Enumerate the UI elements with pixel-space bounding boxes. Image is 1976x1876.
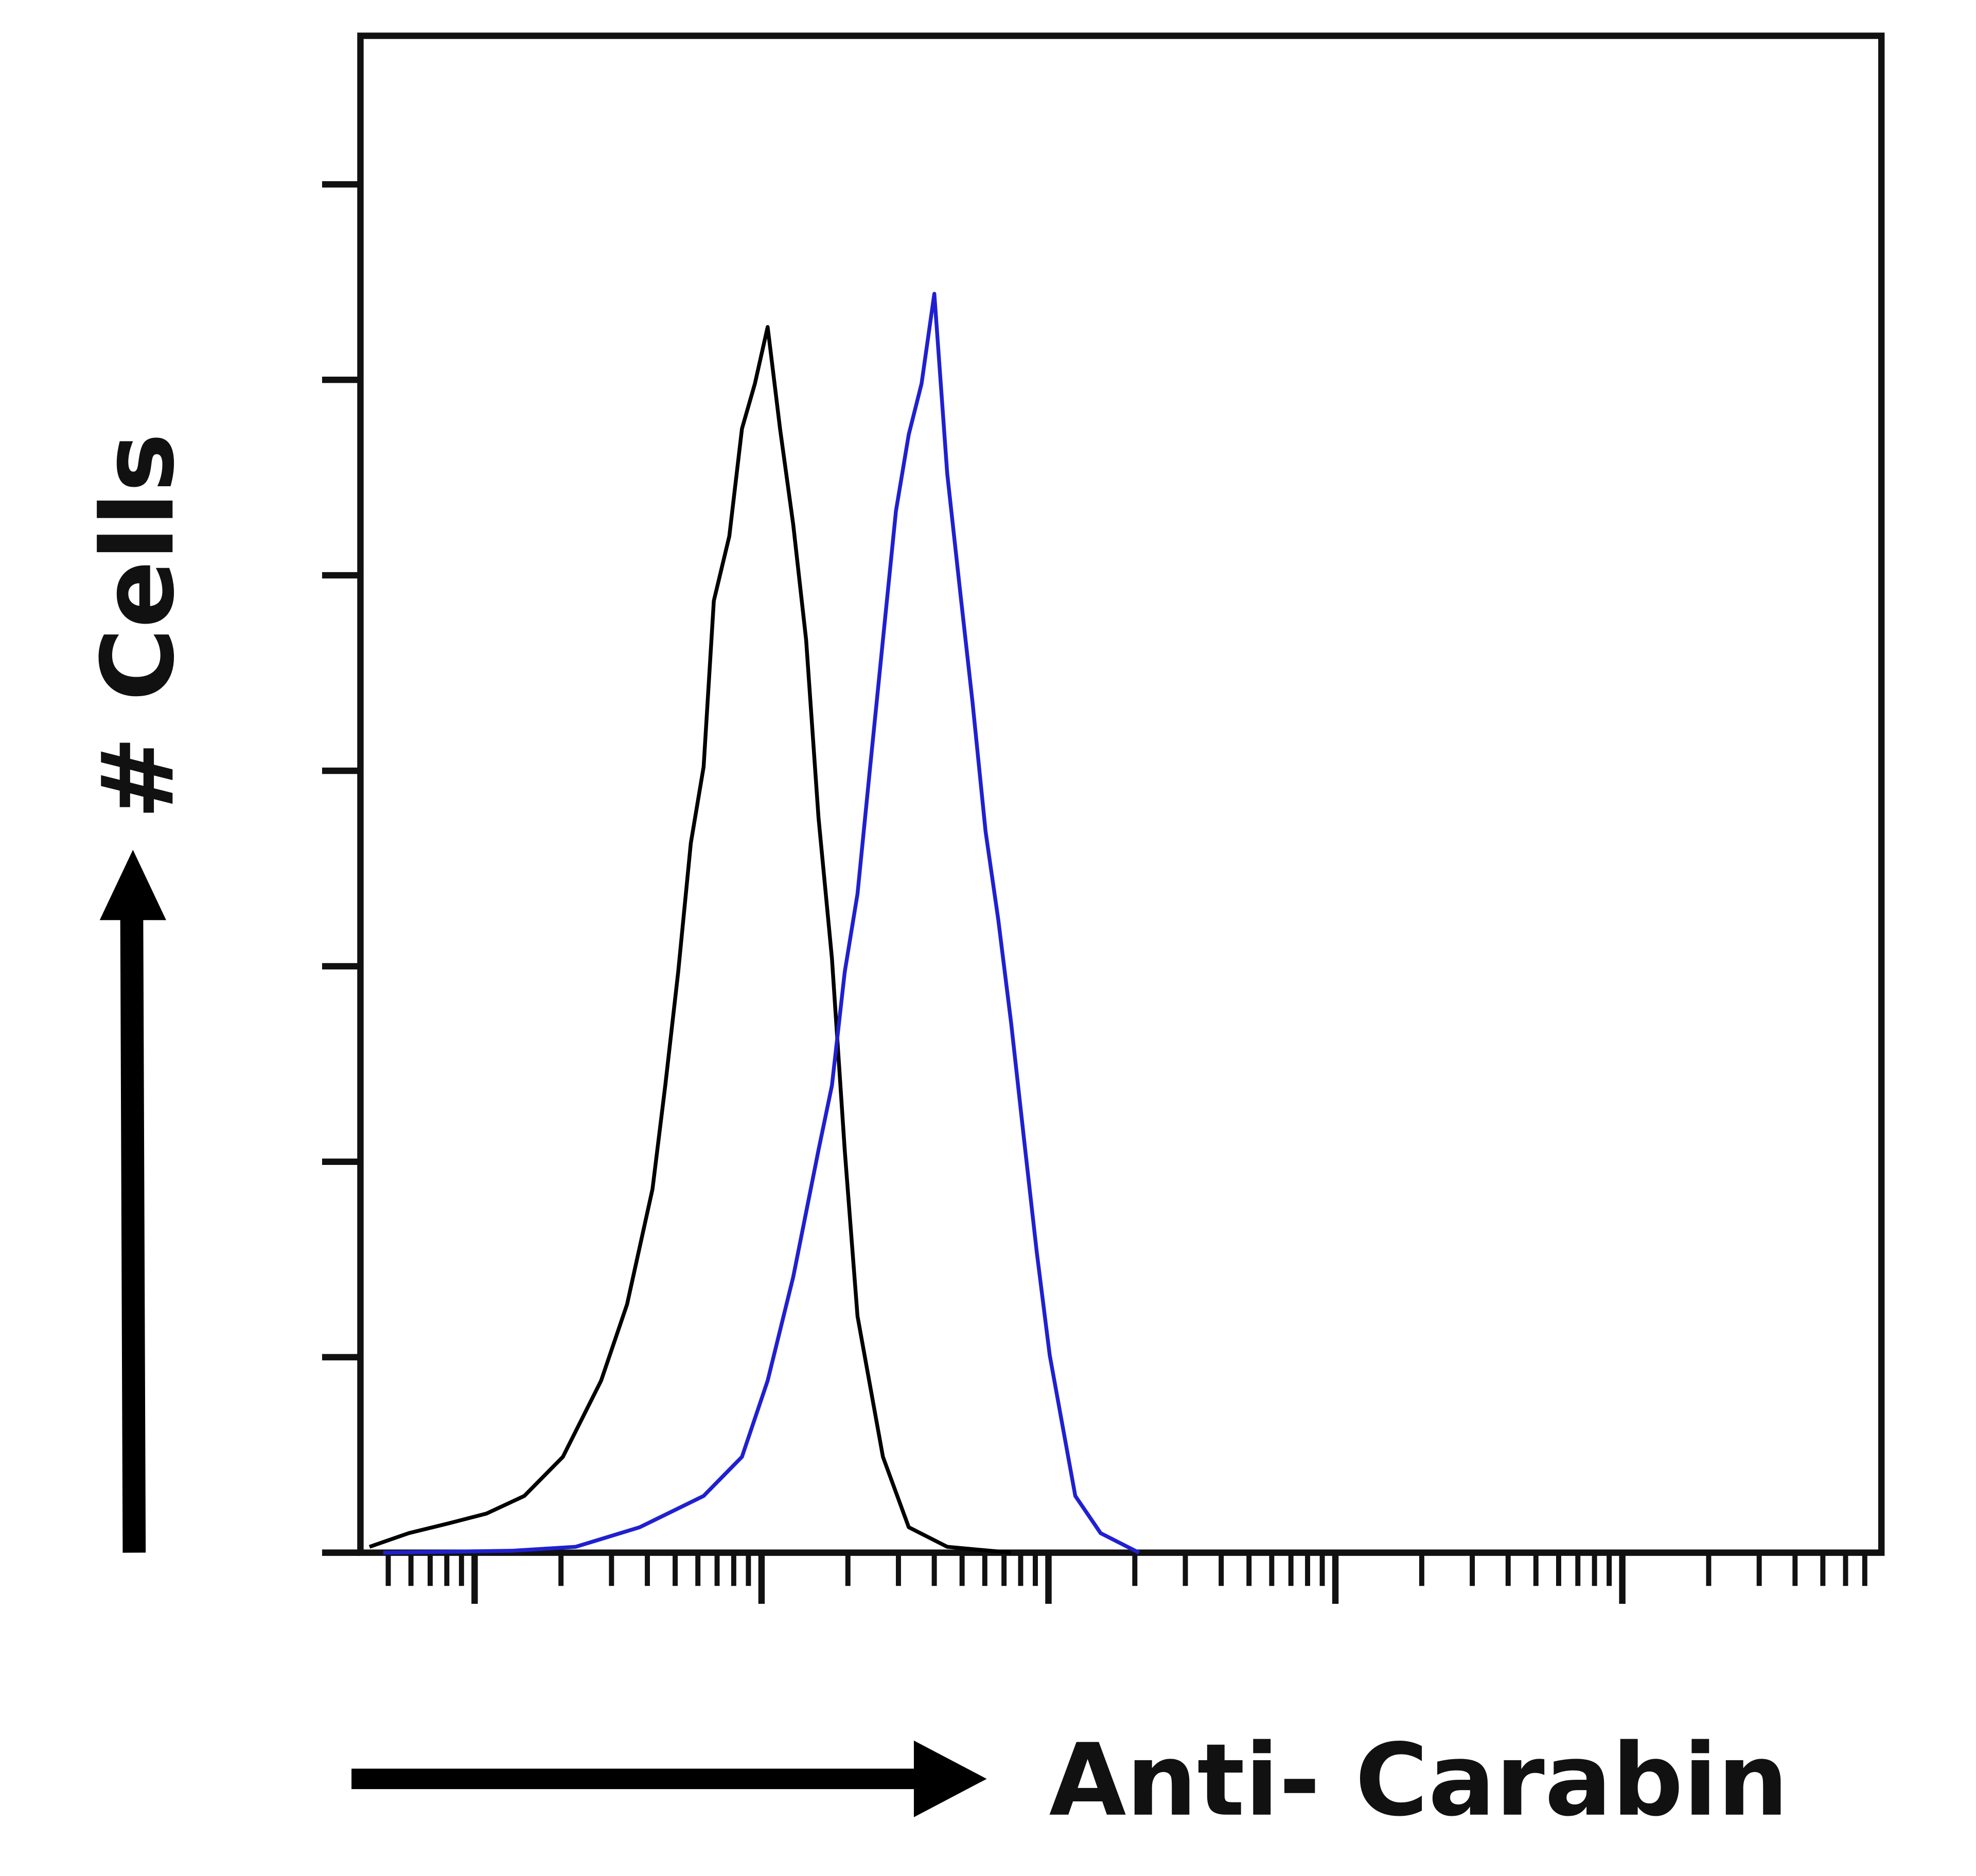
x-arrow-head xyxy=(913,1740,987,1817)
histogram-line xyxy=(383,292,1140,1555)
y-arrow-head xyxy=(99,849,166,921)
y-arrow-shaft xyxy=(120,894,146,1553)
x-axis-label: Anti- Carabin xyxy=(1049,1722,1789,1838)
plot-frame xyxy=(357,32,1885,1556)
y-axis-label: # Cells xyxy=(80,433,196,819)
histogram-line xyxy=(368,325,1012,1555)
